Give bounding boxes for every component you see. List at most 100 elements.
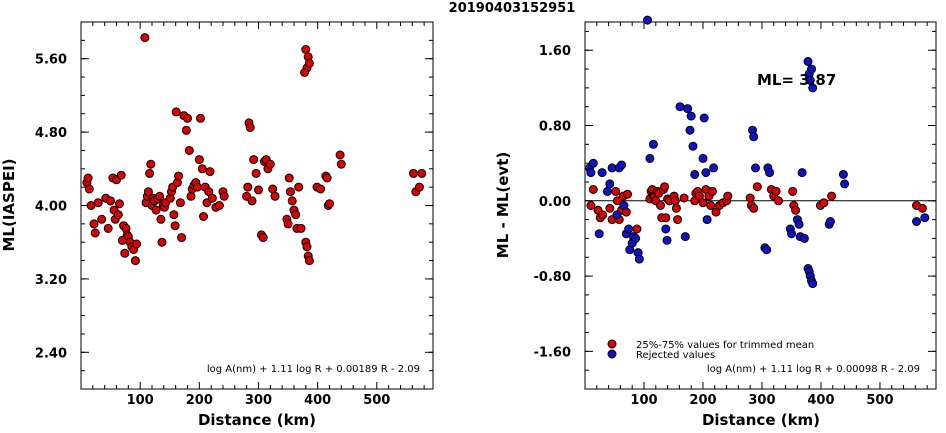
right-data-point-rejected bbox=[794, 219, 804, 229]
left-data-point bbox=[140, 33, 150, 43]
right-data-point-rejected bbox=[808, 83, 818, 93]
left-data-point bbox=[103, 223, 113, 233]
left-data-point bbox=[156, 214, 166, 224]
right-panel: 100 200 300 400 500 -1.60 -0.80 0.00 0.80 1.60 Di… bbox=[494, 15, 937, 429]
right-data-point-rejected bbox=[787, 229, 796, 239]
left-data-point bbox=[199, 212, 208, 221]
left-data-point bbox=[116, 170, 126, 180]
right-data-point-rejected bbox=[617, 160, 627, 170]
right-data-point-rejected bbox=[634, 254, 644, 264]
left-data-point bbox=[174, 171, 184, 181]
left-axes: 100 200 300 400 500 2.40 3.20 4.00 4.80 5.60 bbox=[35, 22, 433, 408]
right-data-point-trimmed bbox=[698, 198, 708, 208]
left-data-point bbox=[83, 173, 93, 183]
left-y-axis-label: ML(IASPEI) bbox=[0, 158, 18, 251]
right-data-point-rejected bbox=[594, 229, 604, 239]
left-data-point bbox=[184, 146, 194, 155]
right-data-point-trimmed bbox=[588, 185, 598, 194]
left-data-point bbox=[283, 219, 293, 229]
right-data-point-rejected bbox=[685, 125, 695, 135]
right-data-point-rejected bbox=[698, 153, 708, 163]
right-y-tick-label: 0.80 bbox=[539, 120, 571, 135]
right-data-point-trimmed bbox=[745, 193, 755, 203]
left-data-point bbox=[214, 201, 224, 210]
left-data-point bbox=[145, 168, 155, 178]
left-data-point bbox=[284, 173, 294, 183]
left-data-point bbox=[106, 196, 116, 206]
right-data-point-rejected bbox=[688, 141, 698, 151]
right-data-point-rejected bbox=[605, 179, 615, 189]
right-data-point-rejected bbox=[602, 186, 612, 196]
left-plot-frame bbox=[80, 21, 434, 390]
right-data-point-rejected bbox=[912, 217, 921, 226]
right-axes: 100 200 300 400 500 -1.60 -0.80 0.00 0.80 1.60 bbox=[534, 22, 936, 408]
left-data-point bbox=[207, 193, 217, 203]
left-formula: log A(nm) + 1.11 log R + 0.00189 R - 2.0… bbox=[207, 364, 420, 375]
left-data-point bbox=[285, 187, 295, 197]
left-data-point bbox=[151, 205, 161, 215]
left-data-point bbox=[417, 168, 427, 178]
right-points bbox=[585, 15, 930, 289]
right-data-point-rejected bbox=[675, 102, 685, 112]
right-data-point-rejected bbox=[920, 213, 930, 223]
right-data-point-trimmed bbox=[671, 203, 681, 213]
right-data-point-rejected bbox=[762, 245, 772, 255]
right-data-point-rejected bbox=[680, 232, 690, 242]
right-x-tick-label: 200 bbox=[689, 393, 716, 408]
right-data-point-rejected bbox=[612, 210, 622, 220]
left-data-point bbox=[171, 107, 181, 117]
left-data-point bbox=[205, 167, 215, 177]
left-data-point bbox=[316, 184, 326, 194]
ml-value-label: ML= 3.87 bbox=[757, 71, 836, 89]
right-data-point-trimmed bbox=[612, 196, 622, 206]
left-data-point bbox=[300, 68, 310, 77]
left-data-point bbox=[155, 191, 165, 201]
right-data-point-rejected bbox=[838, 169, 848, 179]
left-data-point bbox=[336, 159, 346, 169]
right-data-point-trimmed bbox=[660, 182, 670, 192]
left-data-point bbox=[143, 187, 153, 197]
left-data-point bbox=[291, 210, 301, 220]
left-data-point bbox=[120, 248, 130, 258]
right-data-point-rejected bbox=[749, 132, 759, 142]
left-data-point bbox=[169, 210, 179, 220]
right-y-tick-label: -1.60 bbox=[534, 345, 571, 360]
left-data-point bbox=[268, 184, 278, 194]
right-data-point-rejected bbox=[661, 224, 671, 234]
left-data-point bbox=[186, 191, 196, 201]
left-data-point bbox=[302, 242, 312, 252]
right-data-point-rejected bbox=[840, 179, 850, 189]
right-data-point-trimmed bbox=[819, 198, 829, 208]
left-data-point bbox=[409, 168, 418, 178]
right-data-point-trimmed bbox=[679, 193, 689, 203]
right-y-tick-label: 0.00 bbox=[539, 195, 571, 210]
right-data-point-rejected bbox=[683, 104, 693, 114]
right-data-point-trimmed bbox=[749, 203, 759, 213]
left-y-tick-label: 4.00 bbox=[35, 200, 67, 215]
left-data-point bbox=[258, 233, 268, 243]
right-data-point-trimmed bbox=[791, 205, 801, 215]
left-x-tick-label: 100 bbox=[127, 393, 154, 408]
left-data-point bbox=[175, 198, 185, 208]
right-data-point-trimmed bbox=[586, 201, 596, 210]
right-data-point-trimmed bbox=[752, 182, 762, 192]
left-x-tick-label: 300 bbox=[245, 393, 272, 408]
left-data-point bbox=[304, 256, 314, 266]
left-data-point bbox=[84, 184, 94, 194]
left-data-point bbox=[254, 185, 263, 195]
right-data-point-trimmed bbox=[771, 186, 781, 196]
right-x-tick-label: 500 bbox=[866, 393, 893, 408]
right-data-point-rejected bbox=[765, 168, 775, 178]
right-data-point-rejected bbox=[799, 233, 809, 243]
right-data-point-trimmed bbox=[788, 186, 798, 196]
left-data-point bbox=[414, 182, 424, 192]
right-data-point-trimmed bbox=[661, 213, 671, 223]
left-data-point bbox=[93, 198, 103, 208]
figure-title: 20190403152951 bbox=[449, 1, 576, 16]
right-data-point-trimmed bbox=[632, 224, 642, 234]
left-x-tick-label: 400 bbox=[304, 393, 331, 408]
left-data-point bbox=[247, 196, 257, 206]
right-data-point-rejected bbox=[662, 235, 672, 245]
left-data-point bbox=[177, 233, 187, 243]
